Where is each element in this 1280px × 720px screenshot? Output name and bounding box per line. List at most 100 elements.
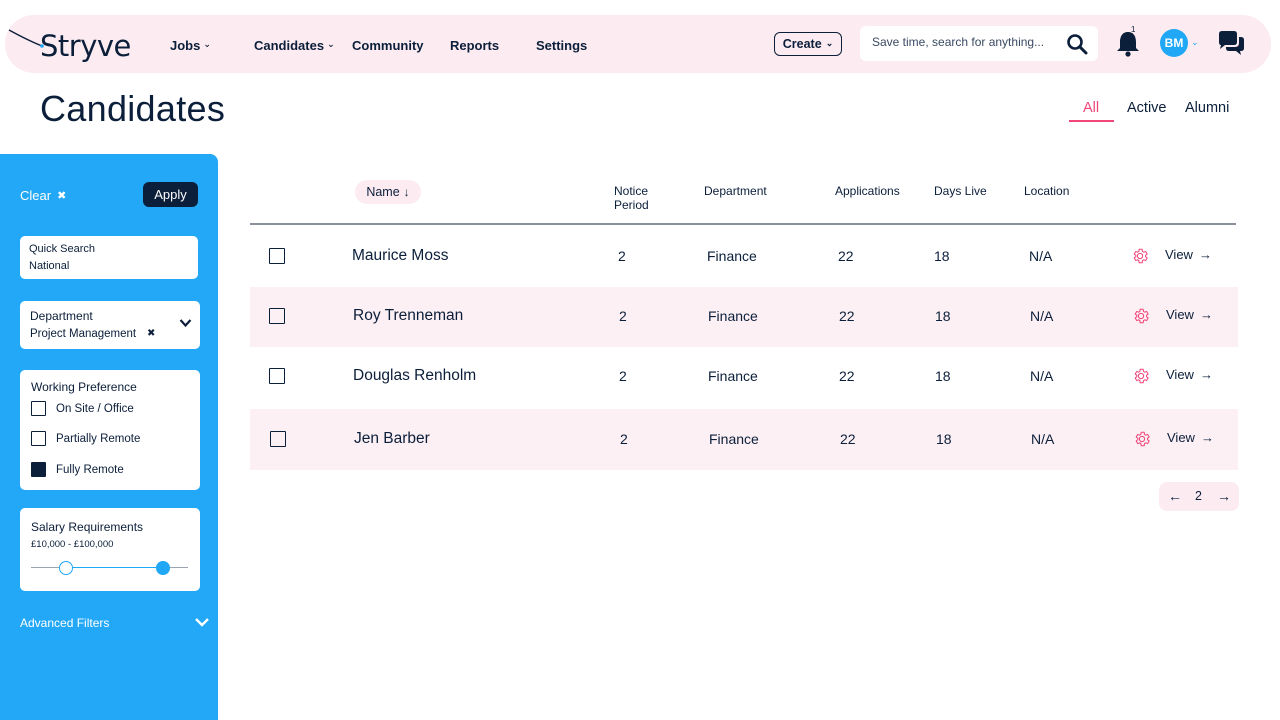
candidate-name[interactable]: Douglas Renholm bbox=[353, 367, 477, 384]
chevron-down-icon[interactable]: ⌄ bbox=[1191, 37, 1199, 47]
candidate-name[interactable]: Maurice Moss bbox=[352, 247, 449, 264]
create-button[interactable]: Create ⌄ bbox=[774, 32, 842, 56]
gear-icon[interactable] bbox=[1131, 247, 1149, 265]
salary-min-handle[interactable] bbox=[58, 561, 73, 575]
location-cell: N/A bbox=[1030, 368, 1054, 384]
sort-by-name-button[interactable]: Name ↓ bbox=[355, 180, 421, 204]
salary-label: Salary Requirements bbox=[31, 520, 144, 534]
department-select[interactable] bbox=[20, 301, 200, 349]
advanced-filters-toggle[interactable]: Advanced Filters bbox=[20, 616, 110, 630]
column-header-days-live[interactable]: Days Live bbox=[934, 184, 987, 198]
global-search bbox=[860, 26, 1098, 61]
option-label: Fully Remote bbox=[56, 463, 124, 476]
column-header-name: Name bbox=[366, 185, 400, 199]
nav-reports-label: Reports bbox=[450, 38, 500, 53]
applications-cell: 22 bbox=[838, 248, 854, 264]
salary-max-handle[interactable] bbox=[155, 561, 170, 575]
tab-alumni[interactable]: Alumni bbox=[1185, 100, 1230, 116]
apply-button[interactable]: Apply bbox=[143, 182, 198, 207]
candidate-name[interactable]: Jen Barber bbox=[354, 430, 430, 447]
applications-cell: 22 bbox=[839, 368, 855, 384]
tab-active[interactable]: Active bbox=[1127, 100, 1167, 116]
location-cell: N/A bbox=[1030, 308, 1054, 324]
quick-search-field[interactable] bbox=[20, 236, 198, 279]
checkbox-checked[interactable] bbox=[31, 462, 46, 477]
close-icon: ✖ bbox=[57, 190, 67, 202]
row-checkbox[interactable] bbox=[269, 248, 285, 264]
department-cell: Finance bbox=[708, 308, 758, 324]
current-page-number[interactable]: 2 bbox=[1195, 489, 1202, 503]
chevron-down-icon[interactable] bbox=[179, 318, 192, 328]
checkbox[interactable] bbox=[31, 401, 46, 416]
department-cell: Finance bbox=[708, 368, 758, 384]
view-candidate-link[interactable]: View → bbox=[1166, 367, 1213, 382]
nav-candidates[interactable]: Candidates ⌄ bbox=[254, 38, 335, 53]
nav-community-label: Community bbox=[352, 38, 424, 53]
days-live-cell: 18 bbox=[934, 248, 950, 264]
location-cell: N/A bbox=[1029, 248, 1053, 264]
row-checkbox[interactable] bbox=[269, 368, 285, 384]
chevron-down-icon: ⌄ bbox=[327, 39, 335, 49]
days-live-cell: 18 bbox=[935, 308, 951, 324]
clear-filters-button[interactable]: Clear ✖ bbox=[20, 188, 66, 203]
option-on-site[interactable]: On Site / Office bbox=[31, 401, 134, 416]
column-header-location[interactable]: Location bbox=[1024, 184, 1070, 198]
gear-icon[interactable] bbox=[1132, 307, 1150, 325]
column-header-applications[interactable]: Applications bbox=[835, 184, 900, 198]
option-partially-remote[interactable]: Partially Remote bbox=[31, 431, 140, 446]
notice-period-cell: 2 bbox=[619, 308, 627, 324]
pagination bbox=[1159, 482, 1239, 511]
active-tab-indicator bbox=[1069, 120, 1114, 122]
previous-page-button[interactable]: ← bbox=[1168, 488, 1182, 504]
working-preference-card bbox=[20, 370, 200, 490]
notice-period-cell: 2 bbox=[618, 248, 626, 264]
chevron-down-icon[interactable] bbox=[194, 614, 210, 630]
row-checkbox[interactable] bbox=[270, 431, 286, 447]
option-fully-remote[interactable]: Fully Remote bbox=[31, 462, 124, 477]
avatar-initials: BM bbox=[1164, 36, 1184, 50]
view-candidate-link[interactable]: View → bbox=[1166, 307, 1213, 322]
avatar[interactable]: BM bbox=[1160, 29, 1188, 57]
department-label: Department bbox=[30, 309, 93, 323]
gear-icon[interactable] bbox=[1133, 430, 1151, 448]
nav-settings-label: Settings bbox=[536, 38, 588, 53]
nav-jobs[interactable]: Jobs ⌄ bbox=[170, 38, 211, 53]
department-value: Project Management bbox=[30, 328, 137, 340]
view-candidate-link[interactable]: View → bbox=[1167, 430, 1214, 445]
tab-all[interactable]: All bbox=[1083, 100, 1100, 116]
column-header-department[interactable]: Department bbox=[704, 184, 767, 198]
salary-requirements-card bbox=[20, 508, 200, 591]
nav-settings[interactable]: Settings bbox=[536, 38, 587, 53]
nav-reports[interactable]: Reports bbox=[450, 38, 499, 53]
gear-icon[interactable] bbox=[1132, 367, 1150, 385]
view-label: View bbox=[1166, 367, 1194, 382]
column-header-notice-period[interactable]: Notice Period bbox=[614, 184, 649, 212]
department-cell: Finance bbox=[709, 431, 759, 447]
days-live-cell: 18 bbox=[935, 368, 951, 384]
header-divider bbox=[250, 223, 1236, 225]
row-checkbox[interactable] bbox=[269, 308, 285, 324]
next-page-button[interactable]: → bbox=[1217, 488, 1231, 504]
location-cell: N/A bbox=[1031, 431, 1055, 447]
salary-slider-range bbox=[65, 567, 163, 568]
notice-period-cell: 2 bbox=[620, 431, 628, 447]
bell-icon[interactable] bbox=[1115, 29, 1141, 57]
arrow-down-icon: ↓ bbox=[403, 185, 410, 199]
view-label: View bbox=[1165, 247, 1193, 262]
search-input[interactable] bbox=[872, 35, 1052, 49]
arrow-right-icon: → bbox=[1200, 430, 1214, 445]
chat-icon[interactable] bbox=[1217, 30, 1245, 56]
table-row: Maurice Moss 2 Finance 22 18 N/A View → bbox=[250, 226, 1238, 286]
candidate-name[interactable]: Roy Trenneman bbox=[353, 307, 464, 324]
view-candidate-link[interactable]: View → bbox=[1165, 247, 1212, 262]
search-icon[interactable] bbox=[1066, 33, 1088, 55]
nav-community[interactable]: Community bbox=[352, 38, 424, 53]
remove-department-icon[interactable]: ✖ bbox=[147, 328, 156, 339]
salary-range-text: £10,000 - £100,000 bbox=[31, 539, 114, 550]
chevron-down-icon: ⌄ bbox=[825, 37, 834, 48]
chevron-down-icon: ⌄ bbox=[203, 39, 211, 49]
notification-count: 1 bbox=[1131, 25, 1136, 34]
notice-period-cell: 2 bbox=[619, 368, 627, 384]
checkbox[interactable] bbox=[31, 431, 46, 446]
brand-logo[interactable]: Stryve bbox=[40, 29, 131, 63]
